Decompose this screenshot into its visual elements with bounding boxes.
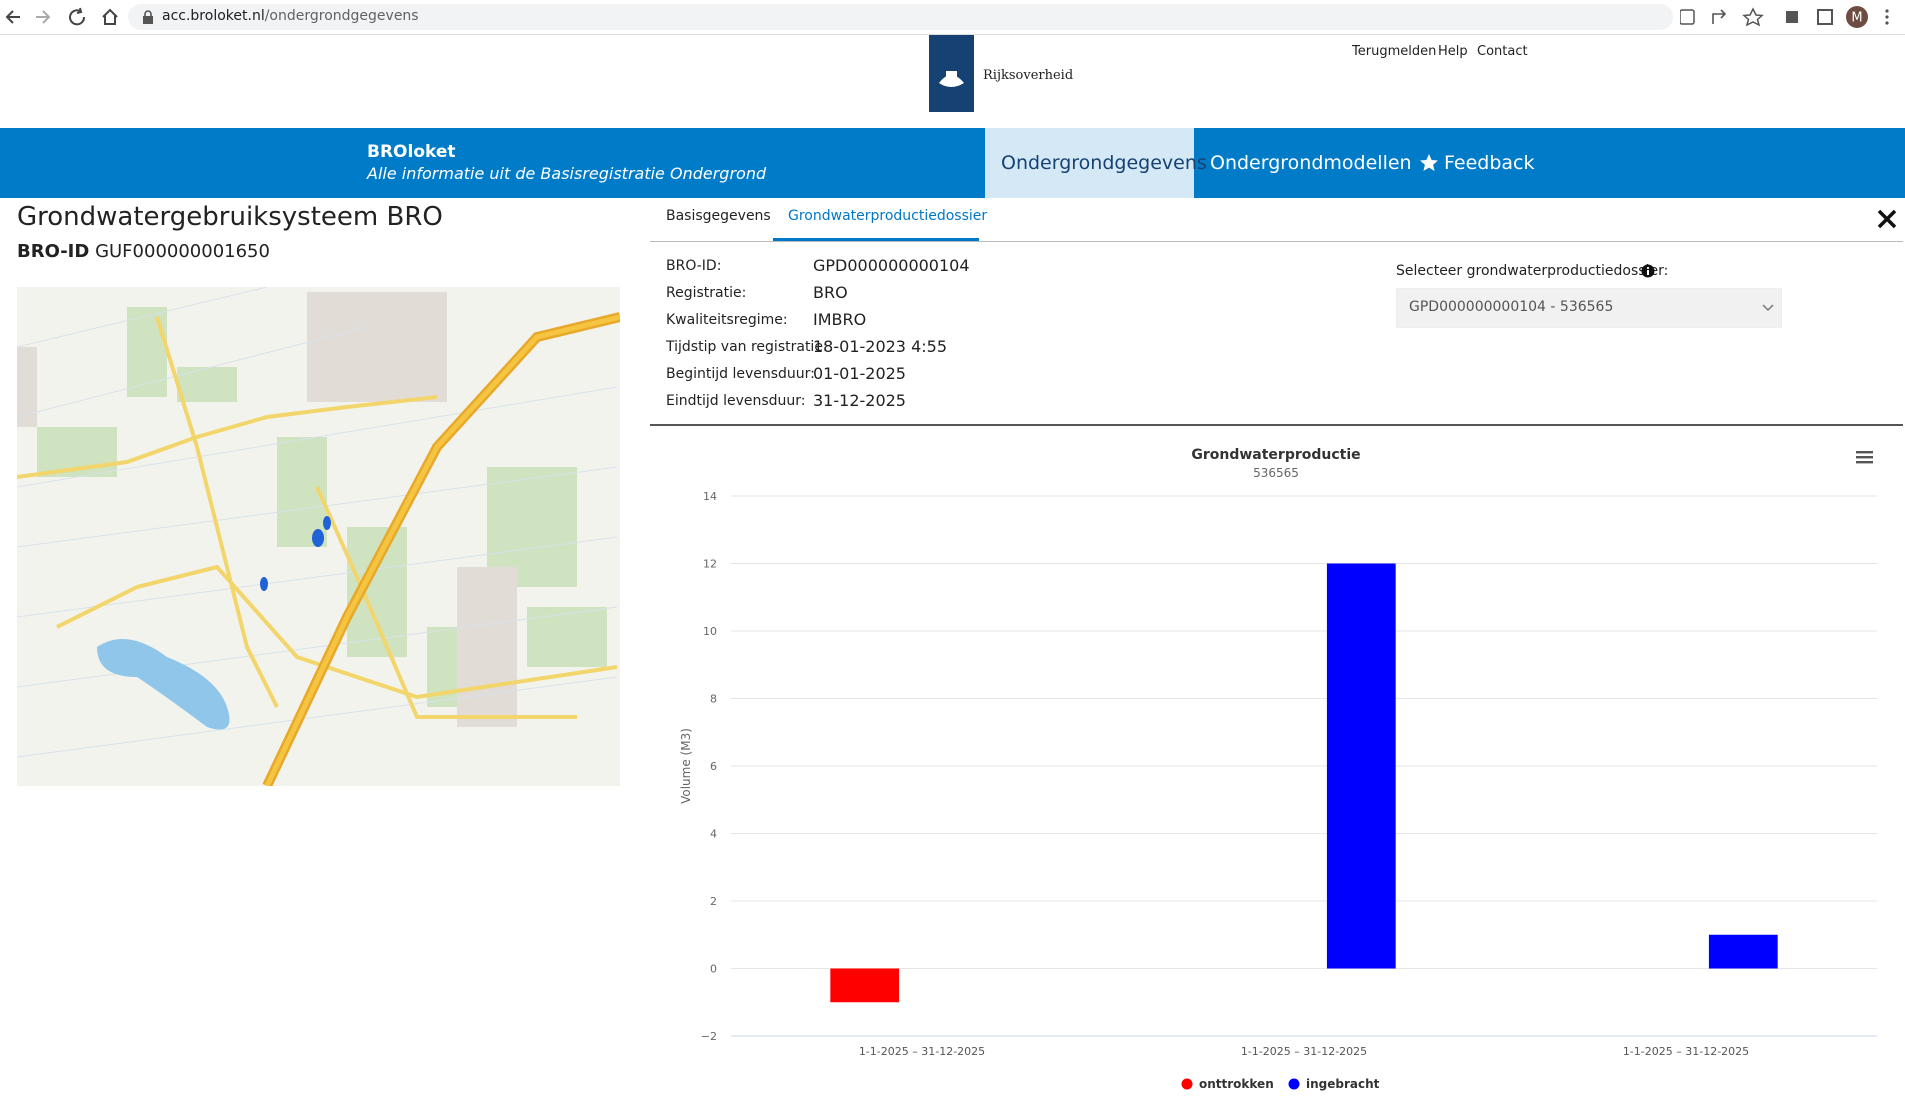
browser-bar: acc.broloket.nl/ondergrondgegevens M: [0, 0, 1905, 35]
legend-label: ingebracht: [1306, 1077, 1380, 1091]
field-value: GPD000000000104: [813, 256, 970, 275]
reload-button[interactable]: [70, 8, 84, 24]
extensions-icon[interactable]: [1786, 11, 1798, 23]
bar: [1327, 564, 1396, 969]
y-tick-label: 14: [703, 490, 717, 503]
logo[interactable]: [929, 35, 974, 112]
url: acc.broloket.nl/ondergrondgegevens: [162, 8, 419, 24]
legend-marker: [1182, 1079, 1193, 1090]
top-link[interactable]: Terugmelden: [1352, 44, 1436, 59]
field-value: BRO: [813, 283, 848, 302]
share-icon[interactable]: [1713, 10, 1725, 24]
logo-emblem: [929, 35, 974, 112]
logo-text: Rijksoverheid: [983, 68, 1073, 83]
bookmark-icon[interactable]: [1744, 9, 1762, 25]
chevron: [1762, 304, 1774, 312]
url-host: acc.broloket.nl: [162, 8, 265, 24]
y-tick-label: 4: [710, 828, 717, 841]
object-id: BRO-ID GUF000000001650: [17, 241, 270, 262]
y-tick-label: 12: [703, 558, 717, 571]
close-button[interactable]: [1876, 208, 1898, 230]
browser-actions: M: [1680, 0, 1905, 34]
info-icon[interactable]: [1641, 264, 1655, 278]
id-label: BRO-ID: [17, 241, 89, 262]
detail-tab[interactable]: Grondwaterproductiedossier: [788, 208, 987, 224]
tagline: Alle informatie uit de Basisregistratie …: [367, 164, 766, 183]
selector-value: GPD000000000104 - 536565: [1409, 299, 1613, 315]
url-path: /ondergrondgegevens: [265, 8, 419, 24]
main-nav: BROloket Alle informatie uit de Basisreg…: [0, 128, 1905, 198]
sidepanel-icon[interactable]: [1818, 10, 1832, 24]
x-tick-label: 1-1-2025 – 31-12-2025: [1623, 1045, 1749, 1058]
map[interactable]: [17, 287, 620, 786]
nav-tab[interactable]: Feedback: [1428, 128, 1550, 198]
top-link[interactable]: Help: [1438, 44, 1468, 59]
x-tick-label: 1-1-2025 – 31-12-2025: [1241, 1045, 1367, 1058]
y-tick-label: −2: [701, 1030, 717, 1043]
x-tick-label: 1-1-2025 – 31-12-2025: [859, 1045, 985, 1058]
y-tick-label: 6: [710, 760, 717, 773]
field-value: IMBRO: [813, 310, 866, 329]
y-tick-label: 8: [710, 693, 717, 706]
tab-divider: [650, 241, 1903, 242]
chart-menu[interactable]: [1856, 451, 1873, 463]
y-axis-label: Volume (M3): [679, 728, 693, 804]
bar: [1709, 935, 1778, 969]
y-tick-label: 10: [703, 625, 717, 638]
top-link[interactable]: Contact: [1477, 44, 1528, 59]
avatar-letter: M: [1851, 11, 1862, 26]
field-label: Registratie:: [666, 285, 746, 301]
chart-title: Grondwaterproductie: [1191, 447, 1360, 463]
brand[interactable]: BROloket: [367, 142, 456, 162]
y-tick-label: 2: [710, 895, 717, 908]
selector[interactable]: GPD000000000104 - 536565: [1396, 288, 1782, 328]
y-tick-label: 0: [710, 963, 717, 976]
home-button[interactable]: [103, 10, 117, 24]
detail-tab[interactable]: Basisgegevens: [666, 208, 771, 224]
nav-tab[interactable]: Ondergrondmodellen: [1194, 128, 1428, 198]
address-bar[interactable]: acc.broloket.nl/ondergrondgegevens: [128, 4, 1673, 30]
field-label: Tijdstip van registratie:: [666, 339, 828, 355]
translate-icon[interactable]: [1680, 10, 1694, 24]
object-title: Grondwatergebruiksysteem BRO: [17, 202, 443, 232]
legend-marker: [1289, 1079, 1300, 1090]
nav-tab[interactable]: Ondergrondgegevens: [985, 128, 1194, 198]
chart: Grondwaterproductie 536565 Volume (M3) −…: [650, 426, 1903, 1106]
chart-subtitle: 536565: [1253, 466, 1299, 480]
field-label: Begintijd levensduur:: [666, 366, 815, 382]
legend-label: onttrokken: [1199, 1077, 1274, 1091]
lock-icon: [142, 10, 154, 24]
field-value: 31-12-2025: [813, 391, 906, 410]
back-button[interactable]: [7, 11, 20, 23]
field-value: 01-01-2025: [813, 364, 906, 383]
selector-label: Selecteer grondwaterproductiedossier:: [1396, 263, 1668, 279]
forward-button[interactable]: [36, 11, 49, 23]
field-value: 18-01-2023 4:55: [813, 337, 947, 356]
browser-controls: [0, 0, 128, 34]
field-label: Kwaliteitsregime:: [666, 312, 788, 328]
id-value: GUF000000001650: [95, 241, 270, 262]
bar: [830, 969, 899, 1003]
field-label: Eindtijd levensduur:: [666, 393, 806, 409]
field-label: BRO-ID:: [666, 258, 721, 274]
